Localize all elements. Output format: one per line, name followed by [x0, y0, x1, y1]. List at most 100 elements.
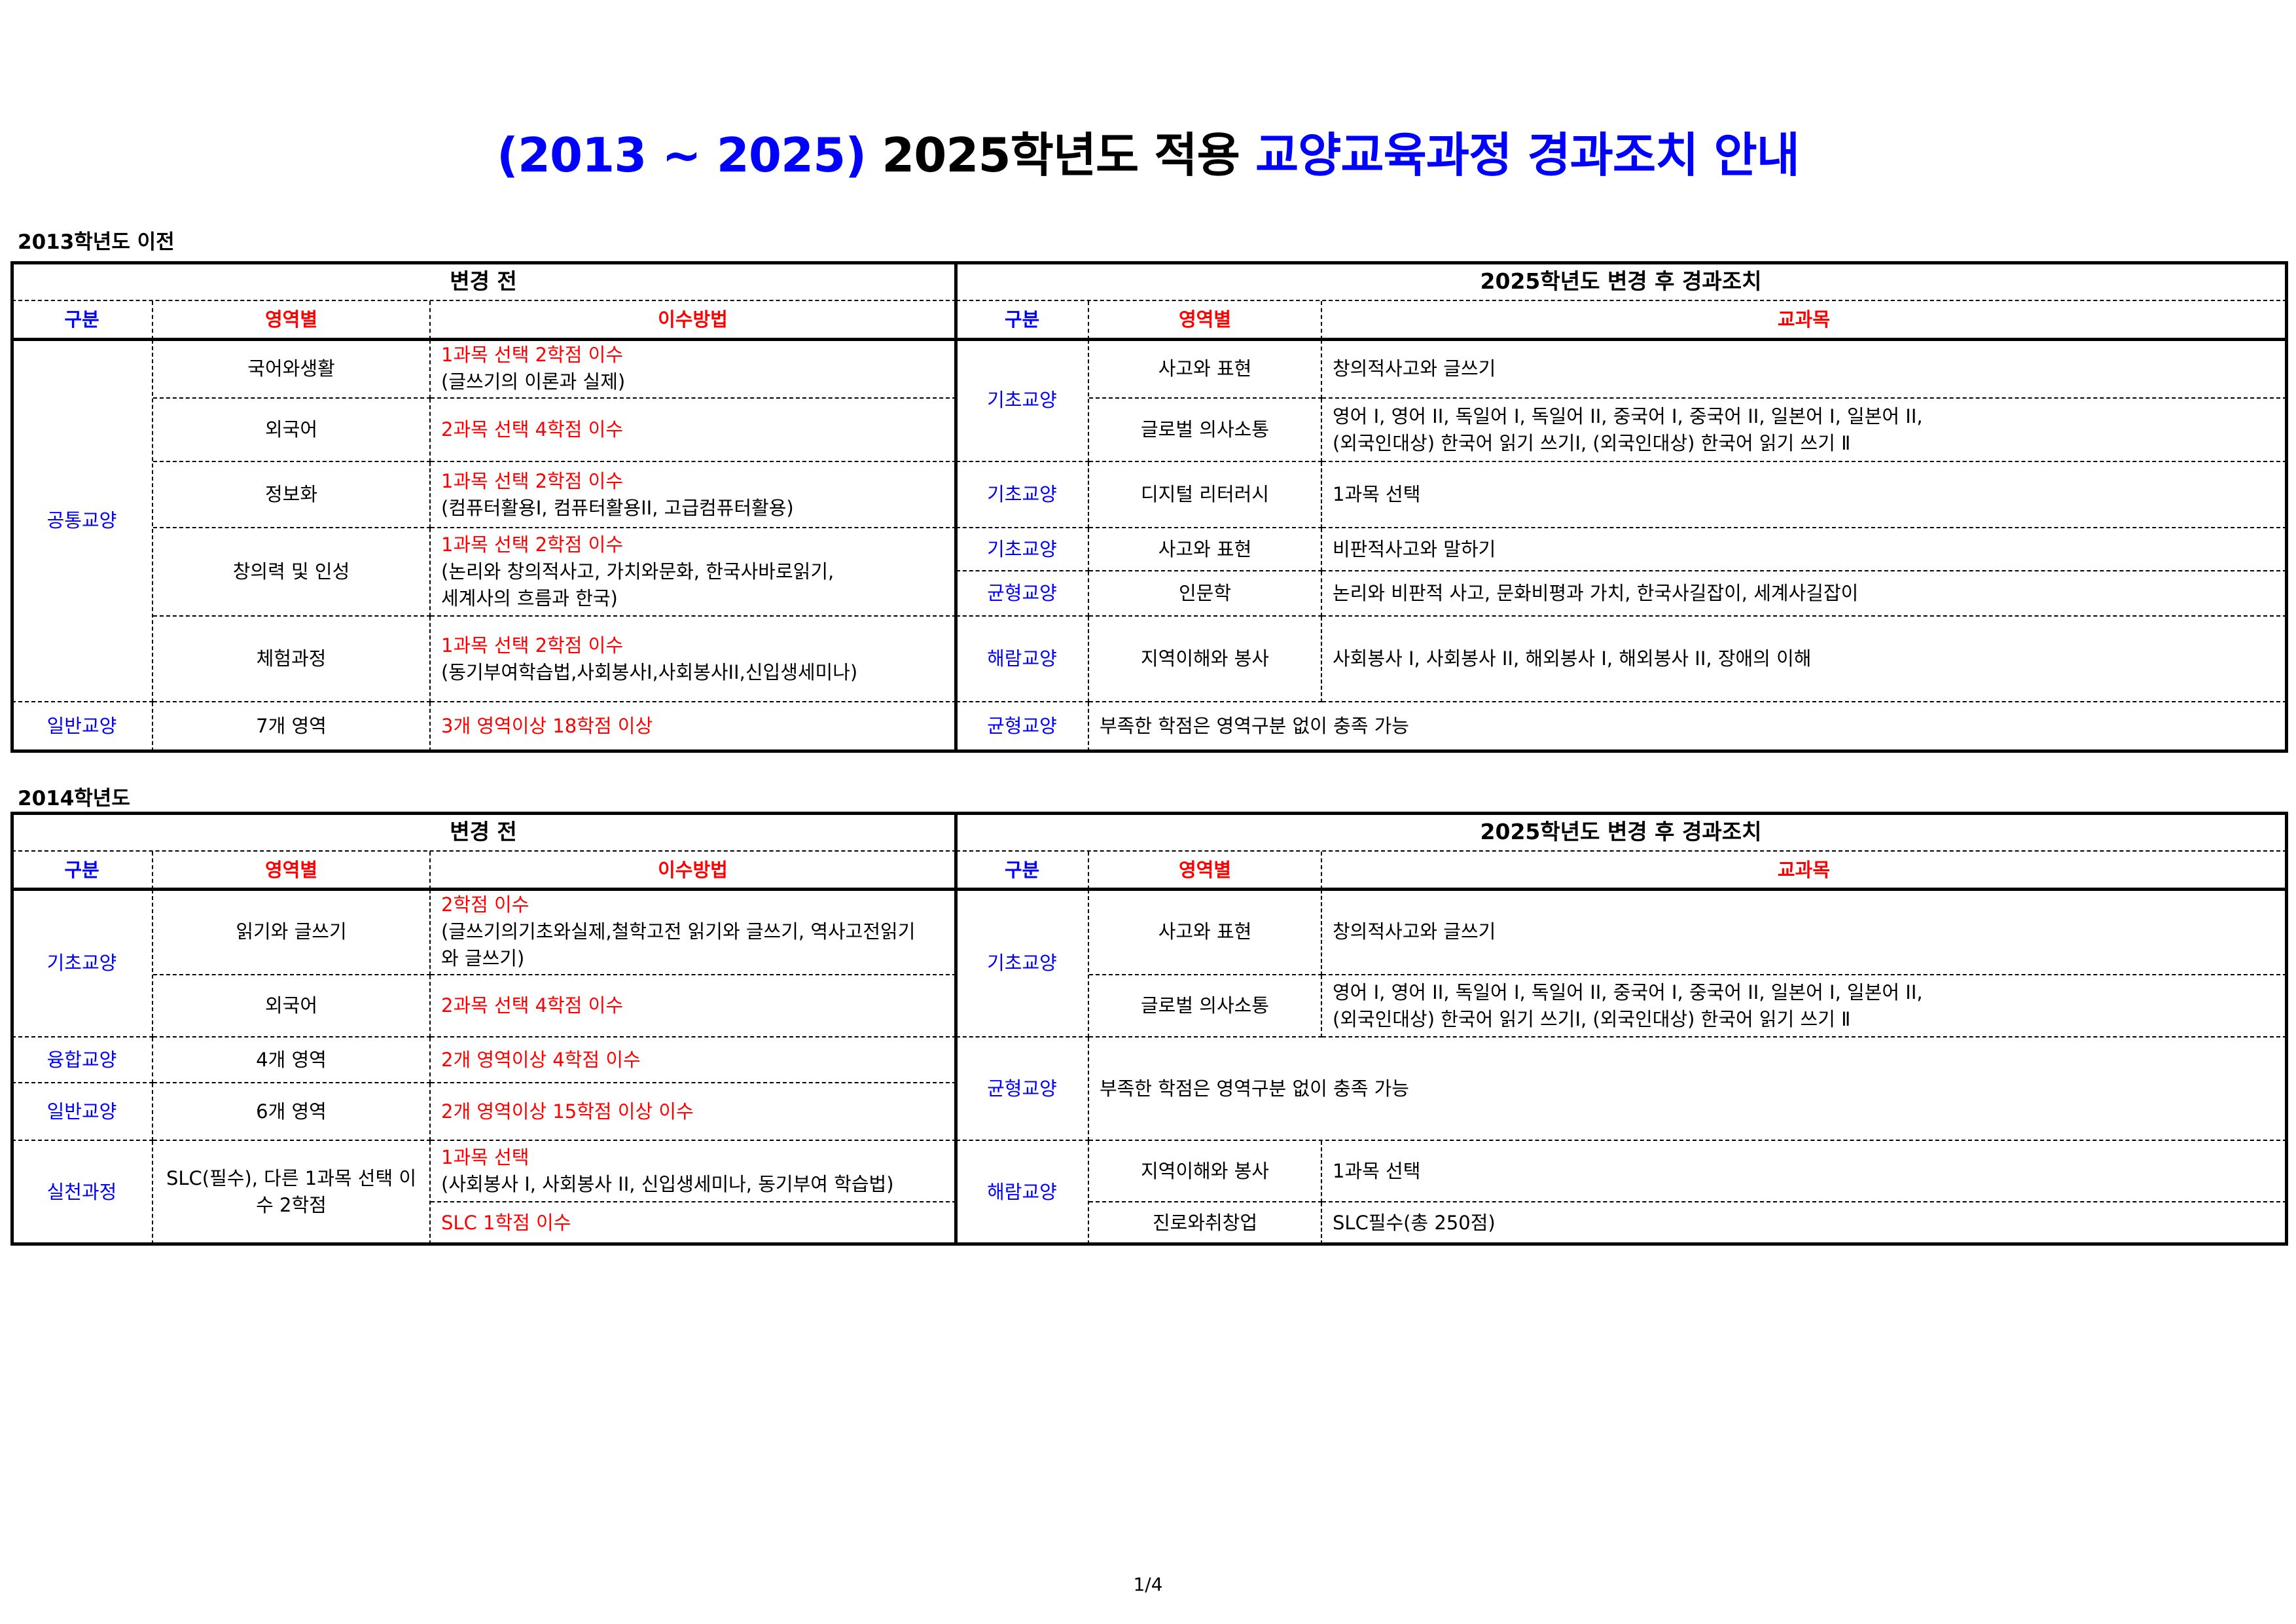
- half-divider: [954, 262, 958, 751]
- cell-text: SLC 1학점 이수: [441, 1211, 571, 1234]
- col-header-area: 영역별: [1089, 301, 1322, 340]
- area-cell: 외국어: [153, 975, 431, 1038]
- area-cell: 글로벌 의사소통: [1089, 399, 1322, 462]
- cell-text: (글쓰기의 이론과 실제): [441, 370, 626, 393]
- cell-text: 2개 영역이상 4학점 이수: [441, 1048, 641, 1071]
- cell-text: 영역별: [264, 858, 318, 881]
- cell-text: (외국인대상) 한국어 읽기 쓰기Ⅰ, (외국인대상) 한국어 읽기 쓰기 Ⅱ: [1333, 1007, 1851, 1030]
- cell-text: 균형교양: [987, 715, 1057, 737]
- cell-text: 기초교양: [987, 951, 1057, 974]
- cell-text: 1과목 선택: [1333, 483, 1421, 505]
- col-header-method: 이수방법: [431, 301, 956, 340]
- cell-text: 디지털 리터러시: [1141, 483, 1269, 505]
- cell-text: 1과목 선택 2학점 이수: [441, 469, 623, 492]
- area-cell: 읽기와 글쓰기: [153, 890, 431, 975]
- cell-text: 창의력 및 인성: [232, 560, 350, 583]
- cell-text: 외국어: [264, 418, 318, 441]
- courses-cell: 창의적사고와 글쓰기: [1322, 890, 2287, 975]
- cell-text: (글쓰기의기초와실제,철학고전 읽기와 글쓰기, 역사고전읽기: [441, 920, 916, 943]
- courses-cell: 1과목 선택: [1322, 462, 2287, 528]
- cell-text: 세계사의 흐름과 한국): [441, 587, 618, 609]
- category-cell: 기초교양: [956, 340, 1089, 462]
- cell-text: 1과목 선택 2학점 이수: [441, 634, 623, 657]
- area-cell: 6개 영역: [153, 1083, 431, 1141]
- area-cell: 인문학: [1089, 571, 1322, 617]
- before-header: 변경 전: [12, 813, 956, 852]
- category-cell: 균형교양: [956, 571, 1089, 617]
- cell-text: 일반교양: [46, 715, 117, 737]
- method-cell: 2학점 이수 (글쓰기의기초와실제,철학고전 읽기와 글쓰기, 역사고전읽기 와 글…: [431, 890, 956, 975]
- method-cell: 2과목 선택 4학점 이수: [431, 975, 956, 1038]
- col-header-area: 영역별: [1089, 852, 1322, 890]
- courses-cell: 영어 I, 영어 II, 독일어 I, 독일어 II, 중국어 I, 중국어 I…: [1322, 399, 2287, 462]
- cell-text: 실천과정: [46, 1180, 117, 1203]
- cell-text: 사고와 표현: [1158, 357, 1252, 380]
- cell-text: 영역별: [1178, 308, 1232, 331]
- cell-text: 2과목 선택 4학점 이수: [441, 418, 623, 441]
- category-cell: 해람교양: [956, 1141, 1089, 1244]
- cell-text: SLC(필수), 다른 1과목 선택 이: [166, 1167, 417, 1189]
- section-label-2013: 2013학년도 이전: [18, 230, 175, 254]
- category-cell: 일반교양: [12, 1083, 153, 1141]
- area-cell: 국어와생활: [153, 340, 431, 399]
- courses-cell: 비판적사고와 말하기: [1322, 528, 2287, 571]
- cell-text: 글로벌 의사소통: [1141, 994, 1269, 1017]
- cell-text: 체험과정: [256, 647, 327, 670]
- col-header-courses: 교과목: [1322, 301, 2287, 340]
- cell-text: 영어 I, 영어 II, 독일어 I, 독일어 II, 중국어 I, 중국어 I…: [1333, 405, 1923, 427]
- area-cell: 지역이해와 봉사: [1089, 617, 1322, 702]
- cell-text: (사회봉사 I, 사회봉사 II, 신입생세미나, 동기부여 학습법): [441, 1173, 894, 1195]
- note-cell: 부족한 학점은 영역구분 없이 충족 가능: [1089, 1038, 2287, 1141]
- courses-cell: 창의적사고와 글쓰기: [1322, 340, 2287, 399]
- cell-text: 해람교양: [987, 1180, 1057, 1203]
- method-cell: 2개 영역이상 4학점 이수: [431, 1038, 956, 1083]
- area-cell: 사고와 표현: [1089, 890, 1322, 975]
- cell-text: 지역이해와 봉사: [1141, 647, 1269, 670]
- method-cell: SLC 1학점 이수: [431, 1202, 956, 1244]
- page-number: 1/4: [1133, 1574, 1163, 1595]
- courses-cell: 논리와 비판적 사고, 문화비평과 가치, 한국사길잡이, 세계사길잡이: [1322, 571, 2287, 617]
- cell-text: 2과목 선택 4학점 이수: [441, 994, 623, 1017]
- cell-text: (외국인대상) 한국어 읽기 쓰기Ⅰ, (외국인대상) 한국어 읽기 쓰기 Ⅱ: [1333, 431, 1851, 454]
- area-cell: 글로벌 의사소통: [1089, 975, 1322, 1038]
- cell-text: 기초교양: [987, 537, 1057, 560]
- cell-text: 인문학: [1178, 582, 1232, 604]
- area-cell: 창의력 및 인성: [153, 528, 431, 617]
- cell-text: 구분: [1004, 858, 1040, 881]
- after-header: 2025학년도 변경 후 경과조치: [956, 813, 2287, 852]
- cell-text: 창의적사고와 글쓰기: [1333, 357, 1496, 380]
- area-cell: 7개 영역: [153, 702, 431, 751]
- method-cell: 1과목 선택 2학점 이수 (논리와 창의적사고, 가치와문화, 한국사바로읽기,…: [431, 528, 956, 617]
- cell-text: 1과목 선택 2학점 이수: [441, 533, 623, 556]
- cell-text: 글로벌 의사소통: [1141, 418, 1269, 441]
- method-cell: 3개 영역이상 18학점 이상: [431, 702, 956, 751]
- cell-text: 1과목 선택: [1333, 1159, 1421, 1182]
- cell-text: 영역별: [1178, 858, 1232, 881]
- header-divider: [12, 888, 2287, 891]
- cell-text: 부족한 학점은 영역구분 없이 충족 가능: [1100, 715, 1409, 737]
- cell-text: 2개 영역이상 15학점 이상 이수: [441, 1100, 694, 1123]
- cell-text: 1과목 선택: [441, 1146, 529, 1168]
- header-divider: [12, 338, 2287, 341]
- cell-text: (동기부여학습법,사회봉사I,사회봉사II,신입생세미나): [441, 660, 858, 683]
- cell-text: 구분: [1004, 308, 1040, 331]
- cell-text: 일반교양: [46, 1100, 117, 1123]
- cell-text: 융합교양: [46, 1048, 117, 1071]
- area-cell: 사고와 표현: [1089, 528, 1322, 571]
- cell-text: SLC필수(총 250점): [1333, 1211, 1496, 1234]
- cell-text: 변경 전: [450, 819, 517, 844]
- col-header-category: 구분: [956, 301, 1089, 340]
- cell-text: 읽기와 글쓰기: [236, 920, 347, 943]
- cell-text: 공통교양: [46, 509, 117, 532]
- cell-text: 변경 전: [450, 268, 517, 294]
- area-cell: 정보화: [153, 462, 431, 528]
- cell-text: 교과목: [1777, 308, 1831, 331]
- cell-text: 사고와 표현: [1158, 920, 1252, 943]
- cell-text: 부족한 학점은 영역구분 없이 충족 가능: [1100, 1077, 1409, 1100]
- cell-text: 와 글쓰기): [441, 947, 525, 969]
- cell-text: (논리와 창의적사고, 가치와문화, 한국사바로읽기,: [441, 560, 834, 583]
- courses-cell: SLC필수(총 250점): [1322, 1202, 2287, 1244]
- area-cell: 외국어: [153, 399, 431, 462]
- category-cell: 균형교양: [956, 1038, 1089, 1141]
